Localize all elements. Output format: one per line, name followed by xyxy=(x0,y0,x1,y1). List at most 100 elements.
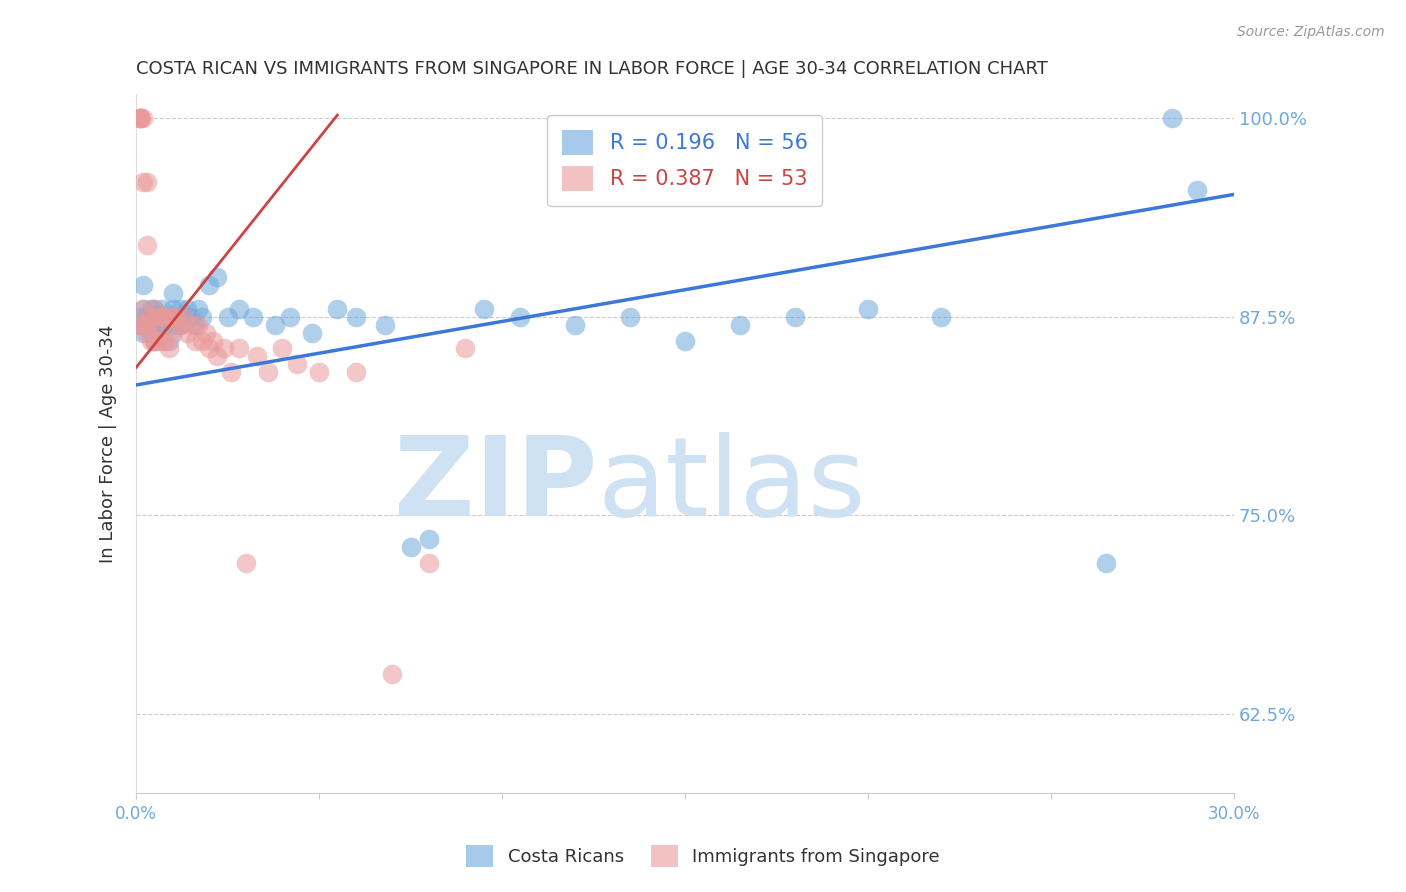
Point xyxy=(165,318,187,332)
Point xyxy=(139,310,162,324)
Point xyxy=(187,318,209,332)
Point xyxy=(278,310,301,324)
Point xyxy=(155,310,177,324)
Point xyxy=(783,310,806,324)
Point xyxy=(136,310,159,324)
Point xyxy=(472,301,495,316)
Point xyxy=(143,301,166,316)
Point xyxy=(180,310,202,324)
Point xyxy=(242,310,264,324)
Point xyxy=(235,556,257,570)
Point xyxy=(187,301,209,316)
Point xyxy=(136,238,159,252)
Point xyxy=(150,318,173,332)
Point xyxy=(162,310,184,324)
Point xyxy=(728,318,751,332)
Text: ZIP: ZIP xyxy=(394,432,598,539)
Point xyxy=(162,301,184,316)
Point xyxy=(128,112,150,126)
Point xyxy=(128,318,150,332)
Legend: Costa Ricans, Immigrants from Singapore: Costa Ricans, Immigrants from Singapore xyxy=(458,838,948,874)
Point xyxy=(128,112,150,126)
Point xyxy=(146,310,169,324)
Point xyxy=(246,350,269,364)
Point xyxy=(155,334,177,348)
Point xyxy=(132,175,155,189)
Point xyxy=(139,326,162,340)
Legend: R = 0.196   N = 56, R = 0.387   N = 53: R = 0.196 N = 56, R = 0.387 N = 53 xyxy=(547,115,823,206)
Point xyxy=(285,357,308,371)
Point xyxy=(176,326,198,340)
Point xyxy=(564,318,586,332)
Point xyxy=(326,301,349,316)
Point xyxy=(162,285,184,300)
Point xyxy=(418,532,440,546)
Point xyxy=(173,310,195,324)
Point xyxy=(673,334,696,348)
Point xyxy=(136,318,159,332)
Point xyxy=(150,301,173,316)
Point xyxy=(219,365,242,379)
Point xyxy=(201,334,224,348)
Point xyxy=(1160,112,1182,126)
Point xyxy=(198,277,221,292)
Point xyxy=(132,301,155,316)
Point xyxy=(143,310,166,324)
Point xyxy=(132,112,155,126)
Point xyxy=(139,301,162,316)
Text: COSTA RICAN VS IMMIGRANTS FROM SINGAPORE IN LABOR FORCE | AGE 30-34 CORRELATION : COSTA RICAN VS IMMIGRANTS FROM SINGAPORE… xyxy=(136,60,1047,78)
Point xyxy=(157,310,180,324)
Text: Source: ZipAtlas.com: Source: ZipAtlas.com xyxy=(1237,25,1385,39)
Point xyxy=(157,334,180,348)
Point xyxy=(344,365,367,379)
Point xyxy=(381,667,404,681)
Point xyxy=(183,318,205,332)
Point xyxy=(143,334,166,348)
Point xyxy=(374,318,396,332)
Point xyxy=(165,310,187,324)
Point xyxy=(212,342,235,356)
Point xyxy=(256,365,278,379)
Point xyxy=(301,326,323,340)
Point xyxy=(619,310,641,324)
Point xyxy=(264,318,287,332)
Point xyxy=(418,556,440,570)
Point xyxy=(271,342,294,356)
Point xyxy=(132,301,155,316)
Point xyxy=(136,326,159,340)
Point xyxy=(136,175,159,189)
Point xyxy=(143,334,166,348)
Point xyxy=(929,310,952,324)
Point xyxy=(143,301,166,316)
Point xyxy=(132,326,155,340)
Point xyxy=(155,310,177,324)
Point xyxy=(176,301,198,316)
Point xyxy=(128,112,150,126)
Point xyxy=(146,334,169,348)
Point xyxy=(169,318,191,332)
Point xyxy=(150,334,173,348)
Point xyxy=(132,277,155,292)
Point xyxy=(183,334,205,348)
Point xyxy=(191,310,214,324)
Point xyxy=(1094,556,1116,570)
Point xyxy=(150,310,173,324)
Point xyxy=(146,318,169,332)
Point xyxy=(155,318,177,332)
Point xyxy=(454,342,477,356)
Point xyxy=(1185,183,1208,197)
Point xyxy=(344,310,367,324)
Point xyxy=(157,310,180,324)
Point xyxy=(856,301,879,316)
Point xyxy=(162,326,184,340)
Point xyxy=(205,350,228,364)
Point xyxy=(143,318,166,332)
Point xyxy=(136,318,159,332)
Point xyxy=(173,310,195,324)
Point xyxy=(169,301,191,316)
Point xyxy=(180,318,202,332)
Point xyxy=(146,310,169,324)
Point xyxy=(399,540,422,554)
Point xyxy=(308,365,330,379)
Point xyxy=(139,334,162,348)
